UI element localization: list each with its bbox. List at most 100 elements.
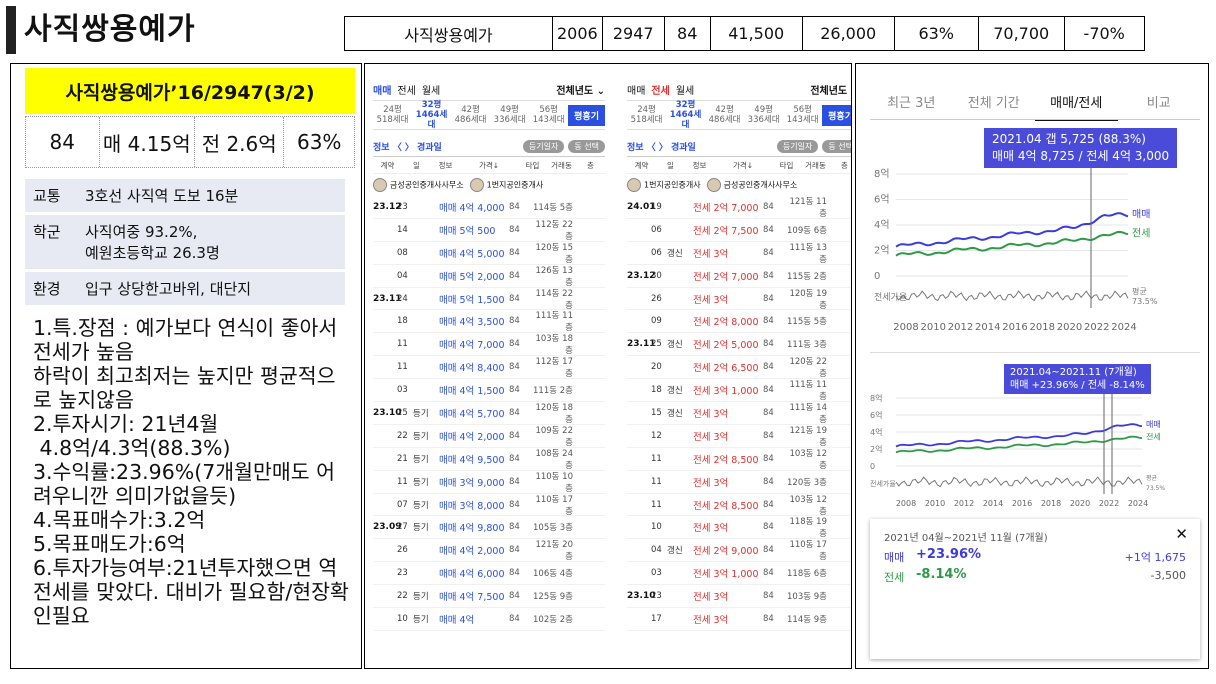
sale-amount: +1억 1,675 xyxy=(1124,551,1186,564)
table-row[interactable]: 23.11 24 매매 5억 1,500 84 114동 22층 xyxy=(373,288,605,311)
tab-sale-rent[interactable]: 매매/전세 xyxy=(1035,92,1118,121)
pyeong-option[interactable]: 49평 336세대 xyxy=(493,105,526,125)
table-row[interactable]: 23.09 27 등기 매매 4억 9,800 84 105동 3층 xyxy=(373,516,605,540)
row-day: 26 xyxy=(397,545,408,556)
tab-recent-3y[interactable]: 최근 3년 xyxy=(887,96,936,111)
summary-rent: 26,000 xyxy=(801,16,895,51)
pyeong-option[interactable]: 56평 143세대 xyxy=(532,105,565,125)
table-row[interactable]: 11 전세 2억 8,500 84 103동 12층 xyxy=(627,448,851,471)
broker-item[interactable]: 금성공인중개사사무소 xyxy=(706,178,797,192)
broker-avatar xyxy=(373,178,387,192)
sale-line xyxy=(895,212,1129,248)
table-row[interactable]: 11 매매 4억 8,400 84 112동 17층 xyxy=(373,356,605,379)
table-row[interactable]: 26 매매 4억 2,000 84 121동 20층 xyxy=(373,539,605,562)
table-row[interactable]: 26 전세 3억 84 120동 19층 xyxy=(627,288,851,311)
row-dong: 115동 5층 xyxy=(787,317,827,328)
info-value: 3호선 사직역 도보 16분 xyxy=(77,179,345,212)
pyeong-option[interactable]: 24평 518세대 xyxy=(630,105,663,125)
row-price: 매매 4억 5,000 xyxy=(439,248,505,260)
tab-compare[interactable]: 비교 xyxy=(1146,96,1171,111)
pyeong-button[interactable]: 평흥기 xyxy=(568,104,605,126)
row-day: 11 xyxy=(397,339,408,350)
tab-all-period[interactable]: 전체 기간 xyxy=(967,96,1020,111)
pyeong-option[interactable]: 32평 1464세대 xyxy=(415,100,448,130)
rent-amount: -3,500 xyxy=(1150,569,1186,582)
table-row[interactable]: 23 매매 4억 6,000 84 106동 4층 xyxy=(373,562,605,586)
table-row[interactable]: 21 등기 매매 4억 9,500 84 108동 24층 xyxy=(373,448,605,471)
table-row[interactable]: 23.12 30 전세 2억 7,000 84 115동 2층 xyxy=(627,265,851,288)
sale-label: 매매 xyxy=(884,551,905,564)
table-row[interactable]: 22 등기 매매 4억 7,500 84 125동 9층 xyxy=(373,585,605,609)
pyeong-option[interactable]: 49평 336세대 xyxy=(747,105,780,125)
rent-label: 전세 xyxy=(1146,432,1161,442)
row-day: 24 xyxy=(397,293,408,304)
tab-rent[interactable]: 전세 xyxy=(651,85,670,97)
table-row[interactable]: 23.11 25 갱신 전세 2억 5,000 84 111동 3층 xyxy=(627,333,851,357)
table-row[interactable]: 24.01 19 전세 2억 7,000 84 121동 11층 xyxy=(627,196,851,219)
row-price: 매매 5억 2,000 xyxy=(439,271,505,283)
pyeong-option[interactable]: 56평 143세대 xyxy=(786,105,819,125)
pyeong-option[interactable]: 24평 518세대 xyxy=(376,105,409,125)
table-row[interactable]: 03 전세 3억 1,000 84 118동 6층 xyxy=(627,562,851,586)
table-row[interactable]: 18 매매 4억 3,500 84 111동 11층 xyxy=(373,310,605,333)
x-tick-label: 2020 xyxy=(1070,499,1090,508)
table-row[interactable]: 06 전세 2억 7,500 84 109동 6층 xyxy=(627,219,851,242)
tab-sale[interactable]: 매매 xyxy=(373,85,392,97)
table-row[interactable]: 11 전세 3억 84 120동 3층 xyxy=(627,471,851,494)
table-row[interactable]: 07 등기 매매 3억 8,000 84 110동 17층 xyxy=(373,494,605,517)
row-month: 24.01 xyxy=(627,201,656,212)
year-filter-dropdown[interactable]: 전체년도 ⌄ xyxy=(556,85,605,97)
close-icon[interactable]: ✕ xyxy=(1175,525,1188,543)
year-filter-dropdown[interactable]: 전체년도 ⌄ xyxy=(810,85,851,97)
tab-rent[interactable]: 전세 xyxy=(397,85,416,97)
dong-select-button[interactable]: 동 선택 xyxy=(568,139,605,153)
table-row[interactable]: 10 전세 3억 84 118동 19층 xyxy=(627,516,851,539)
y-tick-label: 6억 xyxy=(874,194,890,206)
table-row[interactable]: 18 갱신 전세 3억 1,000 84 111동 11층 xyxy=(627,379,851,402)
y-tick-label: 2억 xyxy=(874,245,890,257)
left-summary-panel: 사직쌍용예가’16/2947(3/2) 84 매 4.15억 전 2.6억 63… xyxy=(10,63,362,669)
row-tag: 등기 xyxy=(413,408,429,419)
tab-monthly[interactable]: 월세 xyxy=(675,85,695,97)
broker-item[interactable]: 1번지공인중개사 xyxy=(627,178,701,192)
table-row[interactable]: 23.10 25 등기 매매 4억 5,700 84 120동 18층 xyxy=(373,402,605,425)
table-row[interactable]: 10 등기 매매 4억 84 102동 2층 xyxy=(373,608,605,631)
rent-pct: -8.14% xyxy=(916,567,967,582)
row-size: 84 xyxy=(509,247,520,258)
row-day: 07 xyxy=(397,499,408,510)
table-row[interactable]: 11 매매 4억 7,000 84 103동 18층 xyxy=(373,333,605,356)
table-row[interactable]: 04 매매 5억 2,000 84 126동 13층 xyxy=(373,265,605,288)
info-filter[interactable]: 정보 〈 〉 경과일 xyxy=(627,142,696,153)
table-row[interactable]: 23.12 23 매매 4억 4,000 84 114동 5층 xyxy=(373,196,605,219)
pyeong-option[interactable]: 42평 486세대 xyxy=(708,105,741,125)
registry-date-button[interactable]: 등기일자 xyxy=(522,139,565,153)
table-row[interactable]: 12 전세 3억 84 121동 19층 xyxy=(627,425,851,448)
pyeong-option[interactable]: 32평 1464세대 xyxy=(669,100,702,130)
table-row[interactable]: 03 매매 4억 1,500 84 111동 2층 xyxy=(373,379,605,403)
table-row[interactable]: 06 갱신 전세 3억 84 111동 13층 xyxy=(627,242,851,265)
table-row[interactable]: 22 등기 매매 4억 2,000 84 109동 22층 xyxy=(373,425,605,448)
dong-select-button[interactable]: 동 선택 xyxy=(822,139,851,153)
tab-sale[interactable]: 매매 xyxy=(627,85,646,97)
broker-item[interactable]: 1번지공인중개사 xyxy=(469,178,543,192)
row-price: 매매 4억 2,000 xyxy=(439,546,505,558)
table-row[interactable]: 15 갱신 전세 3억 84 111동 14층 xyxy=(627,402,851,425)
table-row[interactable]: 20 전세 2억 6,500 84 120동 22층 xyxy=(627,356,851,379)
pyeong-option[interactable]: 42평 486세대 xyxy=(454,105,487,125)
pyeong-button[interactable]: 평흥기 xyxy=(822,104,851,126)
table-row[interactable]: 11 등기 매매 3억 9,000 84 110동 10층 xyxy=(373,471,605,494)
rent-line xyxy=(895,435,1143,454)
info-filter[interactable]: 정보 〈 〉 경과일 xyxy=(373,142,442,153)
table-row[interactable]: 04 갱신 전세 2억 9,000 84 110동 17층 xyxy=(627,539,851,562)
tab-monthly[interactable]: 월세 xyxy=(421,85,441,97)
table-row[interactable]: 17 전세 3억 84 114동 9층 xyxy=(627,608,851,631)
registry-date-button[interactable]: 등기일자 xyxy=(776,139,819,153)
broker-item[interactable]: 금성공인중개사사무소 xyxy=(373,178,464,192)
table-row[interactable]: 09 전세 2억 8,000 84 115동 5층 xyxy=(627,310,851,334)
table-row[interactable]: 14 매매 5억 500 84 112동 22층 xyxy=(373,219,605,242)
table-row[interactable]: 11 전세 2억 8,500 84 103동 12층 xyxy=(627,494,851,517)
table-row[interactable]: 23.10 23 전세 3억 84 103동 9층 xyxy=(627,585,851,609)
table-row[interactable]: 08 매매 4억 5,000 84 120동 15층 xyxy=(373,242,605,265)
